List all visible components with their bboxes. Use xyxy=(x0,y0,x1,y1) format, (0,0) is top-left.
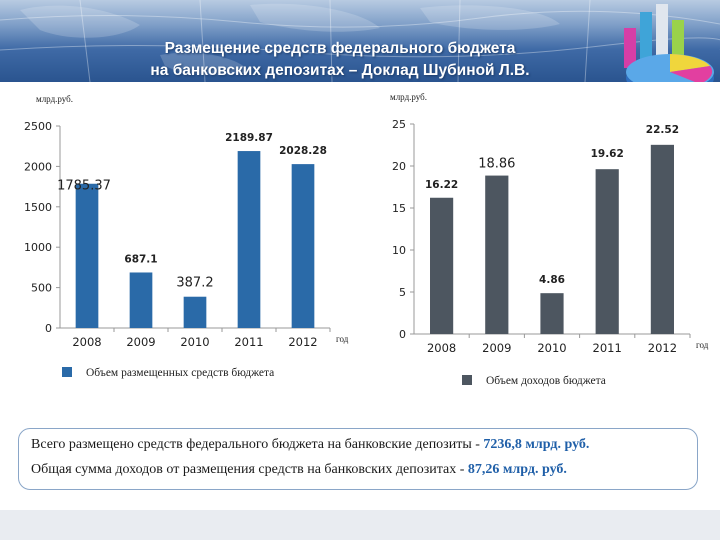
x-tick-label: 2008 xyxy=(427,341,456,355)
y-tick-label: 20 xyxy=(392,160,406,173)
x-tick-label: 2008 xyxy=(72,335,101,349)
header-banner: Размещение средств федерального бюджета … xyxy=(0,0,720,82)
data-label-2010: 4.86 xyxy=(539,274,565,286)
data-label-2008: 1785.37 xyxy=(57,179,111,194)
bar-2012 xyxy=(650,144,674,334)
data-label-2009: 687.1 xyxy=(124,253,157,265)
summary-line-1-text: Всего размещено средств федерального бюд… xyxy=(31,437,484,452)
summary-box: Всего размещено средств федерального бюд… xyxy=(18,428,698,490)
x-tick-label: 2010 xyxy=(180,335,209,349)
legend-label: Объем доходов бюджета xyxy=(486,375,606,387)
summary-line-2: Общая сумма доходов от размещения средст… xyxy=(31,462,567,478)
y-tick-label: 5 xyxy=(399,286,406,299)
y-axis-unit-label: млрд.руб. xyxy=(390,92,427,102)
bar-2008 xyxy=(75,183,99,328)
chart-placed-funds: млрд.руб. 0 500 1000 1500 2000 2500 2008 1785.37… xyxy=(24,94,349,379)
x-tick-label: 2009 xyxy=(482,341,511,355)
y-axis-unit-label: млрд.руб. xyxy=(36,94,73,104)
x-tick-label: 2009 xyxy=(126,335,155,349)
summary-line-1-value: 7236,8 млрд. руб. xyxy=(483,437,590,452)
x-tick-label: 2011 xyxy=(593,341,622,355)
chart-logo-icon xyxy=(624,4,714,82)
legend-label: Объем размещенных средств бюджета xyxy=(86,367,274,379)
y-tick-label: 2000 xyxy=(24,160,52,173)
legend-swatch xyxy=(62,367,72,377)
y-tick-label: 25 xyxy=(392,118,406,131)
y-tick-label: 1000 xyxy=(24,241,52,254)
y-tick-label: 10 xyxy=(392,244,406,257)
x-axis-unit-label: год xyxy=(336,334,349,344)
x-tick-label: 2012 xyxy=(288,335,317,349)
title-line-1: Размещение средств федерального бюджета xyxy=(164,40,516,57)
data-label-2011: 2189.87 xyxy=(225,132,273,144)
world-map-background xyxy=(0,0,720,82)
x-axis-unit-label: год xyxy=(696,340,709,350)
y-tick-label: 2500 xyxy=(24,120,52,133)
data-label-2011: 19.62 xyxy=(591,148,624,160)
data-label-2009: 18.86 xyxy=(478,157,515,172)
bar-2010 xyxy=(183,296,207,328)
bar-2011 xyxy=(595,169,619,334)
bar-2009 xyxy=(485,175,509,334)
y-tick-label: 0 xyxy=(45,322,52,335)
bar-2010 xyxy=(540,293,564,334)
data-label-2012: 2028.28 xyxy=(279,145,327,157)
bar-2012 xyxy=(291,164,315,328)
y-tick-label: 500 xyxy=(31,282,52,295)
data-label-2010: 387.2 xyxy=(176,276,213,291)
y-tick-label: 1500 xyxy=(24,201,52,214)
data-label-2008: 16.22 xyxy=(425,179,458,191)
data-label-2012: 22.52 xyxy=(646,124,679,136)
y-tick-label: 15 xyxy=(392,202,406,215)
summary-line-2-text: Общая сумма доходов от размещения средст… xyxy=(31,462,468,477)
y-tick-label: 0 xyxy=(399,328,406,341)
bar-2008 xyxy=(430,197,454,334)
bar-2009 xyxy=(129,272,153,328)
x-tick-label: 2012 xyxy=(648,341,677,355)
legend-swatch xyxy=(462,375,472,385)
x-tick-label: 2010 xyxy=(537,341,566,355)
chart-income: млрд.руб. 0 5 10 15 20 25 2008 16.22 2009 18.86 201… xyxy=(390,92,709,387)
summary-line-1: Всего размещено средств федерального бюд… xyxy=(31,437,589,453)
bar-2011 xyxy=(237,151,261,328)
x-tick-label: 2011 xyxy=(234,335,263,349)
footer-band xyxy=(0,510,720,540)
summary-line-2-value: 87,26 млрд. руб. xyxy=(467,462,567,477)
page-title: Размещение средств федерального бюджета … xyxy=(60,38,620,82)
title-line-2: на банковских депозитах – Доклад Шубиной… xyxy=(150,62,530,79)
